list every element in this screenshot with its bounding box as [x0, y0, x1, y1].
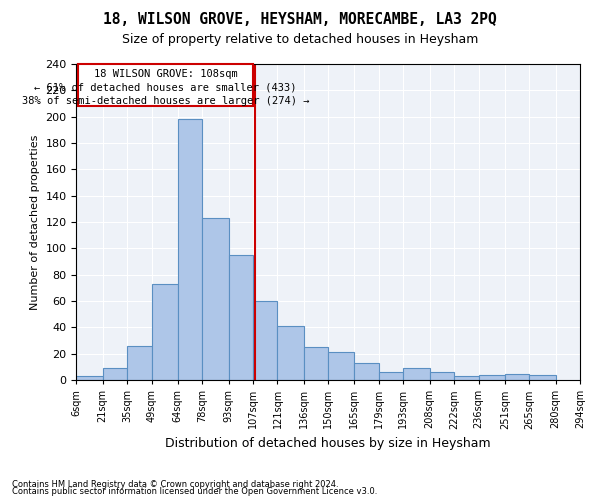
Bar: [505, 374, 529, 380]
Y-axis label: Number of detached properties: Number of detached properties: [30, 134, 40, 310]
Bar: [454, 376, 479, 380]
Text: 38% of semi-detached houses are larger (274) →: 38% of semi-detached houses are larger (…: [22, 96, 310, 106]
Text: 18 WILSON GROVE: 108sqm: 18 WILSON GROVE: 108sqm: [94, 70, 238, 80]
FancyBboxPatch shape: [78, 64, 253, 106]
Text: Size of property relative to detached houses in Heysham: Size of property relative to detached ho…: [122, 32, 478, 46]
Bar: [202, 218, 229, 380]
Bar: [152, 284, 178, 380]
Bar: [76, 376, 103, 380]
Bar: [403, 368, 430, 380]
Bar: [479, 375, 505, 380]
Bar: [328, 352, 355, 380]
Text: Contains HM Land Registry data © Crown copyright and database right 2024.: Contains HM Land Registry data © Crown c…: [12, 480, 338, 489]
Text: ← 61% of detached houses are smaller (433): ← 61% of detached houses are smaller (43…: [34, 82, 297, 92]
Bar: [529, 375, 556, 380]
Bar: [178, 120, 202, 380]
Bar: [430, 372, 454, 380]
Bar: [379, 372, 403, 380]
Bar: [127, 346, 152, 380]
X-axis label: Distribution of detached houses by size in Heysham: Distribution of detached houses by size …: [166, 437, 491, 450]
Bar: [229, 255, 253, 380]
Text: 18, WILSON GROVE, HEYSHAM, MORECAMBE, LA3 2PQ: 18, WILSON GROVE, HEYSHAM, MORECAMBE, LA…: [103, 12, 497, 28]
Bar: [103, 368, 127, 380]
Text: Contains public sector information licensed under the Open Government Licence v3: Contains public sector information licen…: [12, 487, 377, 496]
Bar: [253, 301, 277, 380]
Bar: [277, 326, 304, 380]
Bar: [304, 347, 328, 380]
Bar: [355, 363, 379, 380]
